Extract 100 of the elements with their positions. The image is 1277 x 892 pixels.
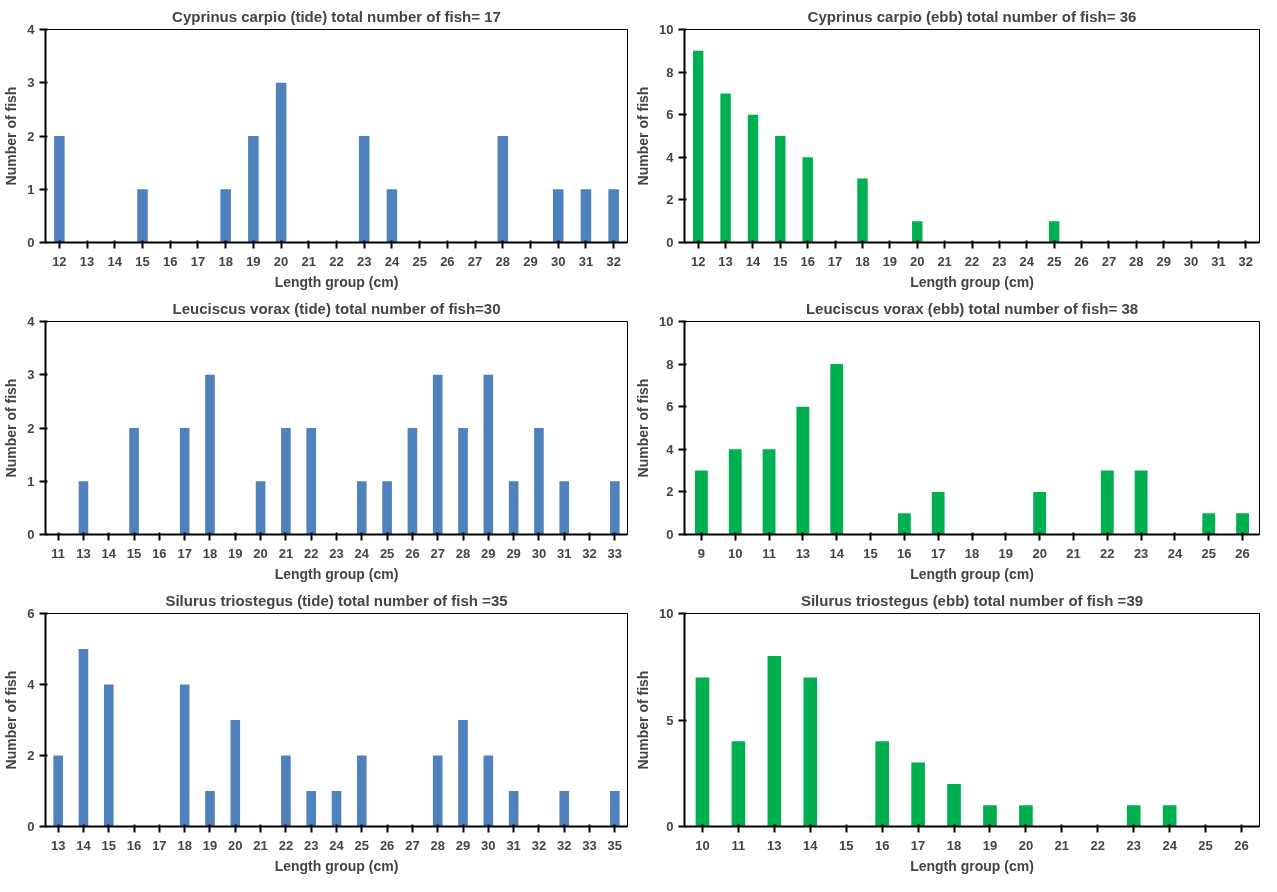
x-tick-label: 12 bbox=[52, 253, 67, 269]
x-tick-label: 28 bbox=[455, 545, 471, 561]
x-tick-label: 21 bbox=[301, 253, 317, 269]
chart-title: Leuciscus vorax (ebb) total number of fish= 38 bbox=[805, 299, 1139, 317]
x-tick-label: 20 bbox=[1032, 545, 1047, 561]
x-tick-label: 27 bbox=[405, 837, 420, 853]
x-tick-label: 25 bbox=[1198, 837, 1213, 853]
y-tick-label: 0 bbox=[666, 527, 674, 542]
x-tick-label: 17 bbox=[177, 545, 192, 561]
y-tick-label: 2 bbox=[27, 420, 35, 436]
x-tick-label: 24 bbox=[354, 545, 370, 561]
x-tick-label: 25 bbox=[354, 837, 370, 853]
x-tick-label: 23 bbox=[992, 253, 1007, 269]
y-axis-title: Number of fish bbox=[3, 670, 20, 770]
x-tick-label: 11 bbox=[51, 545, 66, 561]
x-axis-title: Length group (cm) bbox=[274, 273, 399, 290]
y-axis-title: Number of fish bbox=[635, 670, 652, 770]
x-axis-title: Length group (cm) bbox=[274, 857, 399, 874]
x-tick-label: 31 bbox=[557, 545, 572, 561]
x-tick-label: 19 bbox=[202, 837, 218, 853]
chart-title: Cyprinus carpio (tide) total number of fish= 17 bbox=[172, 7, 501, 25]
x-tick-label: 16 bbox=[800, 253, 815, 269]
x-tick-label: 24 bbox=[1019, 253, 1035, 269]
x-tick-label: 15 bbox=[135, 253, 150, 269]
y-tick-label: 10 bbox=[659, 606, 674, 621]
x-tick-label: 32 bbox=[531, 837, 547, 853]
x-tick-label: 23 bbox=[303, 837, 319, 853]
x-tick-label: 29 bbox=[523, 253, 538, 269]
x-tick-label: 19 bbox=[228, 545, 243, 561]
x-tick-label: 29 bbox=[1156, 253, 1171, 269]
x-tick-label: 9 bbox=[697, 545, 706, 561]
y-axis-title: Number of fish bbox=[635, 86, 652, 186]
x-tick-label: 21 bbox=[937, 253, 952, 269]
x-tick-label: 14 bbox=[803, 837, 819, 853]
x-tick-label: 14 bbox=[829, 545, 845, 561]
x-tick-label: 11 bbox=[731, 837, 746, 853]
y-tick-label: 3 bbox=[27, 367, 35, 383]
x-tick-label: 35 bbox=[607, 837, 623, 853]
y-tick-label: 2 bbox=[666, 484, 674, 500]
x-tick-label: 26 bbox=[405, 545, 420, 561]
x-tick-label: 22 bbox=[329, 253, 344, 269]
y-tick-label: 0 bbox=[27, 527, 35, 542]
x-tick-label: 10 bbox=[728, 545, 743, 561]
x-axis-title: Length group (cm) bbox=[910, 273, 1034, 290]
x-tick-label: 17 bbox=[910, 837, 926, 853]
x-tick-label: 25 bbox=[379, 545, 395, 561]
chart-title: Leuciscus vorax (tide) total number of fish=30 bbox=[172, 299, 501, 317]
x-tick-label: 29 bbox=[481, 545, 496, 561]
x-tick-label: 24 bbox=[1162, 837, 1178, 853]
y-tick-label: 4 bbox=[27, 22, 36, 37]
x-tick-label: 27 bbox=[1101, 253, 1117, 269]
x-tick-label: 15 bbox=[773, 253, 788, 269]
x-tick-label: 20 bbox=[253, 545, 268, 561]
x-tick-label: 28 bbox=[1129, 253, 1144, 269]
x-tick-label: 21 bbox=[278, 545, 294, 561]
x-tick-label: 22 bbox=[1090, 837, 1106, 853]
x-axis-title: Length group (cm) bbox=[910, 857, 1034, 874]
chart-title: Silurus triostegus (ebb) total number of fish =39 bbox=[800, 591, 1144, 609]
x-tick-label: 15 bbox=[126, 545, 142, 561]
x-tick-label: 21 bbox=[1054, 837, 1070, 853]
x-tick-label: 19 bbox=[246, 253, 261, 269]
x-tick-label: 17 bbox=[827, 253, 843, 269]
y-tick-label: 8 bbox=[666, 356, 674, 372]
x-tick-label: 14 bbox=[107, 253, 123, 269]
x-tick-label: 30 bbox=[531, 545, 547, 561]
x-tick-label: 12 bbox=[690, 253, 706, 269]
x-tick-label: 32 bbox=[557, 837, 572, 853]
x-tick-label: 28 bbox=[495, 253, 511, 269]
x-tick-label: 18 bbox=[218, 253, 233, 269]
x-tick-label: 20 bbox=[273, 253, 289, 269]
y-tick-label: 0 bbox=[666, 235, 674, 250]
x-tick-label: 17 bbox=[190, 253, 206, 269]
x-tick-label: 27 bbox=[430, 545, 445, 561]
x-tick-label: 22 bbox=[278, 837, 294, 853]
x-tick-label: 25 bbox=[1201, 545, 1216, 561]
x-tick-label: 22 bbox=[964, 253, 980, 269]
y-tick-label: 4 bbox=[27, 314, 36, 329]
chart-title: Cyprinus carpio (ebb) total number of fish= 36 bbox=[807, 7, 1137, 25]
x-tick-label: 32 bbox=[1238, 253, 1254, 269]
x-tick-label: 30 bbox=[550, 253, 566, 269]
x-tick-label: 18 bbox=[946, 837, 962, 853]
x-tick-label: 17 bbox=[930, 545, 946, 561]
x-tick-label: 19 bbox=[982, 837, 998, 853]
x-tick-label: 31 bbox=[578, 253, 594, 269]
y-tick-label: 0 bbox=[27, 235, 35, 250]
x-tick-label: 29 bbox=[506, 545, 521, 561]
y-axis-title: Number of fish bbox=[3, 378, 20, 478]
x-tick-label: 24 bbox=[329, 837, 345, 853]
x-tick-label: 15 bbox=[838, 837, 854, 853]
y-tick-label: 4 bbox=[666, 441, 675, 457]
x-tick-label: 13 bbox=[718, 253, 733, 269]
x-axis-title: Length group (cm) bbox=[274, 565, 399, 582]
x-tick-label: 20 bbox=[910, 253, 925, 269]
x-tick-label: 31 bbox=[1211, 253, 1226, 269]
x-tick-label: 29 bbox=[455, 837, 471, 853]
y-axis-title: Number of fish bbox=[3, 86, 20, 186]
x-tick-label: 33 bbox=[582, 837, 597, 853]
x-tick-label: 13 bbox=[795, 545, 811, 561]
x-tick-label: 25 bbox=[1046, 253, 1062, 269]
x-tick-label: 22 bbox=[1100, 545, 1115, 561]
